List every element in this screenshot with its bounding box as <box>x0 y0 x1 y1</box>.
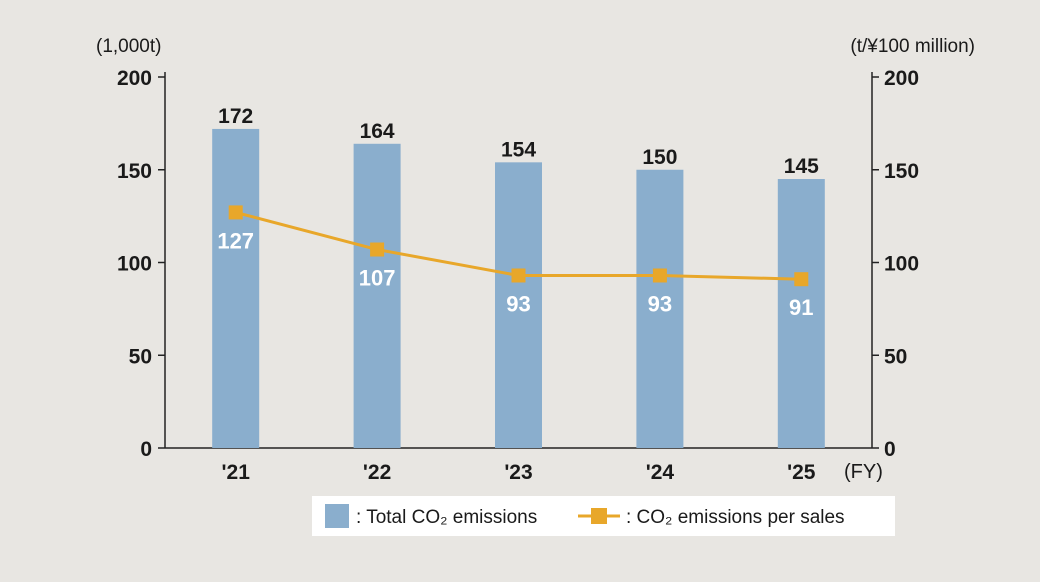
y-right-tick-label: 50 <box>884 345 907 368</box>
legend-bar-swatch <box>325 504 349 528</box>
y-right-tick-label: 200 <box>884 67 919 90</box>
x-tick-label: '21 <box>222 461 251 484</box>
bar <box>777 179 825 448</box>
line-point-marker <box>652 268 667 283</box>
line-value-label: 93 <box>648 291 672 316</box>
bar-value-label: 164 <box>360 120 395 143</box>
y-right-tick-label: 0 <box>884 438 896 461</box>
bar <box>636 169 684 448</box>
y-left-tick-label: 50 <box>129 345 152 368</box>
x-tick-label: '24 <box>646 461 675 484</box>
x-tick-label: '25 <box>787 461 816 484</box>
y-left-tick-label: 150 <box>117 160 152 183</box>
line-value-label: 127 <box>217 228 254 253</box>
y-axis-left-unit: (1,000t) <box>96 36 161 57</box>
x-axis-unit: (FY) <box>844 461 883 483</box>
line-value-label: 93 <box>506 291 530 316</box>
bar <box>495 162 542 448</box>
legend-line-marker <box>591 508 607 524</box>
y-right-tick-label: 100 <box>884 253 919 276</box>
line-point-marker <box>794 272 809 287</box>
bar-value-label: 154 <box>501 138 536 161</box>
x-tick-label: '23 <box>504 461 532 484</box>
line-point-marker <box>511 268 526 283</box>
line-point-marker <box>228 205 243 220</box>
y-axis-right-unit: (t/¥100 million) <box>850 36 975 57</box>
y-right-tick-label: 150 <box>884 160 919 183</box>
legend-line-label: : CO₂ emissions per sales <box>626 507 845 528</box>
bar <box>212 128 260 448</box>
bar-value-label: 150 <box>642 146 677 169</box>
y-left-tick-label: 200 <box>117 67 152 90</box>
line-value-label: 107 <box>359 266 396 291</box>
bar-value-label: 145 <box>784 155 819 178</box>
line-value-label: 91 <box>789 295 813 320</box>
y-left-tick-label: 100 <box>117 253 152 276</box>
bar-value-label: 172 <box>218 105 253 128</box>
y-left-tick-label: 0 <box>140 438 152 461</box>
line-point-marker <box>370 242 385 257</box>
x-tick-label: '22 <box>363 461 391 484</box>
legend-bar-label: : Total CO₂ emissions <box>356 507 537 528</box>
bar <box>353 143 401 448</box>
